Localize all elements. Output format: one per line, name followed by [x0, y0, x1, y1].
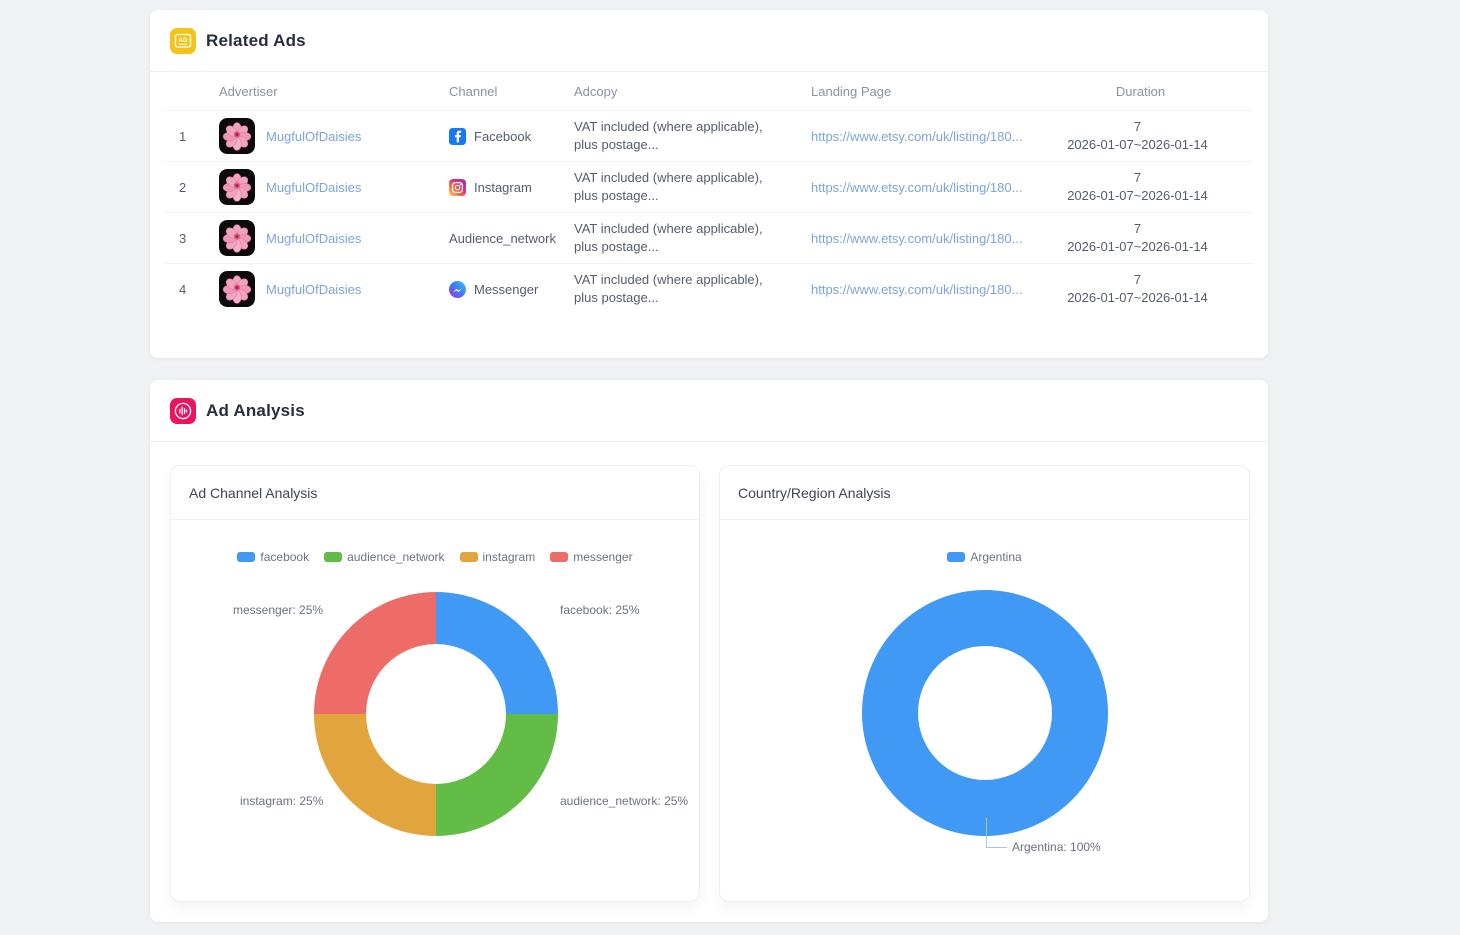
row-index: 3 [165, 212, 205, 264]
adcopy-text: VAT included (where applicable), plus po… [574, 170, 763, 203]
ad-badge-icon: AD [170, 28, 196, 54]
related-ads-table: Advertiser Channel Adcopy Landing Page D… [165, 72, 1253, 315]
duration-days: 7 [1133, 272, 1142, 288]
channel-label: Facebook [474, 128, 532, 144]
col-landing-page: Landing Page [811, 84, 892, 99]
related-ads-header: AD Related Ads [150, 10, 1268, 72]
duration-days: 7 [1133, 119, 1142, 134]
svg-text:AD: AD [179, 37, 188, 44]
advertiser-link[interactable]: MugfulOfDaisies [266, 230, 362, 246]
donut-hole [918, 646, 1052, 780]
duration-days: 7 [1133, 170, 1142, 185]
label-leader-line [986, 818, 987, 848]
advertiser-link[interactable]: MugfulOfDaisies [266, 281, 362, 297]
legend-label-instagram: instagram [482, 550, 536, 564]
col-channel: Channel [449, 84, 498, 99]
slice-label-messenger: messenger: 25% [233, 603, 324, 617]
advertiser-avatar[interactable] [219, 220, 255, 256]
facebook-icon [449, 127, 466, 145]
col-adcopy: Adcopy [574, 84, 618, 99]
duration-range: 2026-01-07~2026-01-14 [1067, 290, 1208, 306]
col-index [165, 72, 205, 111]
landing-page-link[interactable]: https://www.etsy.com/uk/listing/180... [811, 128, 1023, 144]
table-row: 2 MugfulOfDaisies Instagram [165, 161, 1253, 213]
slice-label-argentina: Argentina: 100% [1012, 840, 1101, 854]
legend-item-audience-network[interactable]: audience_network [324, 550, 445, 564]
ad-channel-panel-header: Ad Channel Analysis [171, 466, 699, 520]
table-header-row: Advertiser Channel Adcopy Landing Page D… [165, 72, 1253, 111]
channel-chart-legend: facebook audience_network instagram mess… [171, 550, 699, 564]
channel-donut-chart[interactable] [314, 592, 558, 836]
country-region-analysis-panel: Country/Region Analysis Argentina Argent… [719, 465, 1250, 902]
duration-range: 2026-01-07~2026-01-14 [1067, 137, 1208, 152]
landing-page-link[interactable]: https://www.etsy.com/uk/listing/180... [811, 230, 1023, 246]
ad-analysis-card: Ad Analysis Ad Channel Analysis facebook… [150, 380, 1268, 922]
legend-swatch-messenger [550, 552, 569, 562]
donut-hole [366, 644, 506, 784]
legend-item-messenger[interactable]: messenger [550, 550, 633, 564]
legend-swatch-facebook [237, 552, 256, 562]
slice-label-facebook: facebook: 25% [560, 603, 640, 617]
adcopy-text: VAT included (where applicable), plus po… [574, 119, 763, 152]
duration-range: 2026-01-07~2026-01-14 [1067, 239, 1208, 254]
label-leader-line [986, 847, 1007, 848]
country-panel-title: Country/Region Analysis [738, 484, 891, 501]
channel-label: Messenger [474, 281, 539, 297]
analysis-pulse-icon [170, 398, 196, 424]
landing-page-link[interactable]: https://www.etsy.com/uk/listing/180... [811, 281, 1023, 297]
advertiser-link[interactable]: MugfulOfDaisies [266, 179, 362, 195]
legend-item-facebook[interactable]: facebook [237, 550, 309, 564]
messenger-icon [449, 280, 466, 298]
row-index: 1 [165, 110, 205, 162]
channel-label: Audience_network [449, 230, 556, 246]
legend-item-instagram[interactable]: instagram [459, 550, 536, 564]
legend-swatch-argentina [947, 552, 966, 562]
row-index: 4 [165, 263, 205, 315]
slice-label-instagram: instagram: 25% [240, 794, 324, 808]
advertiser-avatar[interactable] [219, 169, 255, 205]
landing-page-link[interactable]: https://www.etsy.com/uk/listing/180... [811, 179, 1023, 195]
legend-swatch-instagram [459, 552, 478, 562]
instagram-icon [449, 178, 466, 196]
advertiser-avatar[interactable] [219, 118, 255, 154]
adcopy-text: VAT included (where applicable), plus po… [574, 272, 763, 306]
legend-label-messenger: messenger [573, 550, 633, 564]
col-duration: Duration [1115, 84, 1166, 99]
col-advertiser: Advertiser [219, 84, 278, 99]
legend-swatch-audience-network [324, 552, 343, 562]
legend-label-audience-network: audience_network [347, 550, 445, 564]
related-ads-card: AD Related Ads Advertiser Channel Adcopy… [150, 10, 1268, 358]
table-row: 1 MugfulOfDaisies Facebook VAT included … [165, 110, 1253, 162]
legend-label-argentina: Argentina [970, 550, 1022, 564]
related-ads-title: Related Ads [206, 31, 306, 50]
ad-channel-analysis-panel: Ad Channel Analysis facebook audience_ne… [170, 465, 700, 902]
table-row: 3 MugfulOfDaisies Audience_network VAT i… [165, 212, 1253, 264]
slice-label-audience-network: audience_network: 25% [560, 794, 689, 808]
duration-range: 2026-01-07~2026-01-14 [1067, 188, 1208, 203]
country-donut-chart[interactable] [862, 590, 1108, 836]
country-panel-header: Country/Region Analysis [720, 466, 1249, 520]
legend-label-facebook: facebook [260, 550, 310, 564]
ad-analysis-title: Ad Analysis [206, 401, 305, 420]
ad-analysis-header: Ad Analysis [150, 380, 1268, 442]
row-index: 2 [165, 161, 205, 213]
legend-item-argentina[interactable]: Argentina [947, 550, 1022, 564]
advertiser-avatar[interactable] [219, 271, 255, 307]
duration-days: 7 [1133, 221, 1142, 236]
ad-channel-panel-title: Ad Channel Analysis [189, 484, 318, 501]
table-row: 4 MugfulOfDaisies Messenger VAT included… [165, 263, 1253, 315]
adcopy-text: VAT included (where applicable), plus po… [574, 221, 763, 254]
advertiser-link[interactable]: MugfulOfDaisies [266, 128, 362, 144]
country-chart-legend: Argentina [720, 550, 1249, 564]
channel-label: Instagram [474, 179, 532, 195]
